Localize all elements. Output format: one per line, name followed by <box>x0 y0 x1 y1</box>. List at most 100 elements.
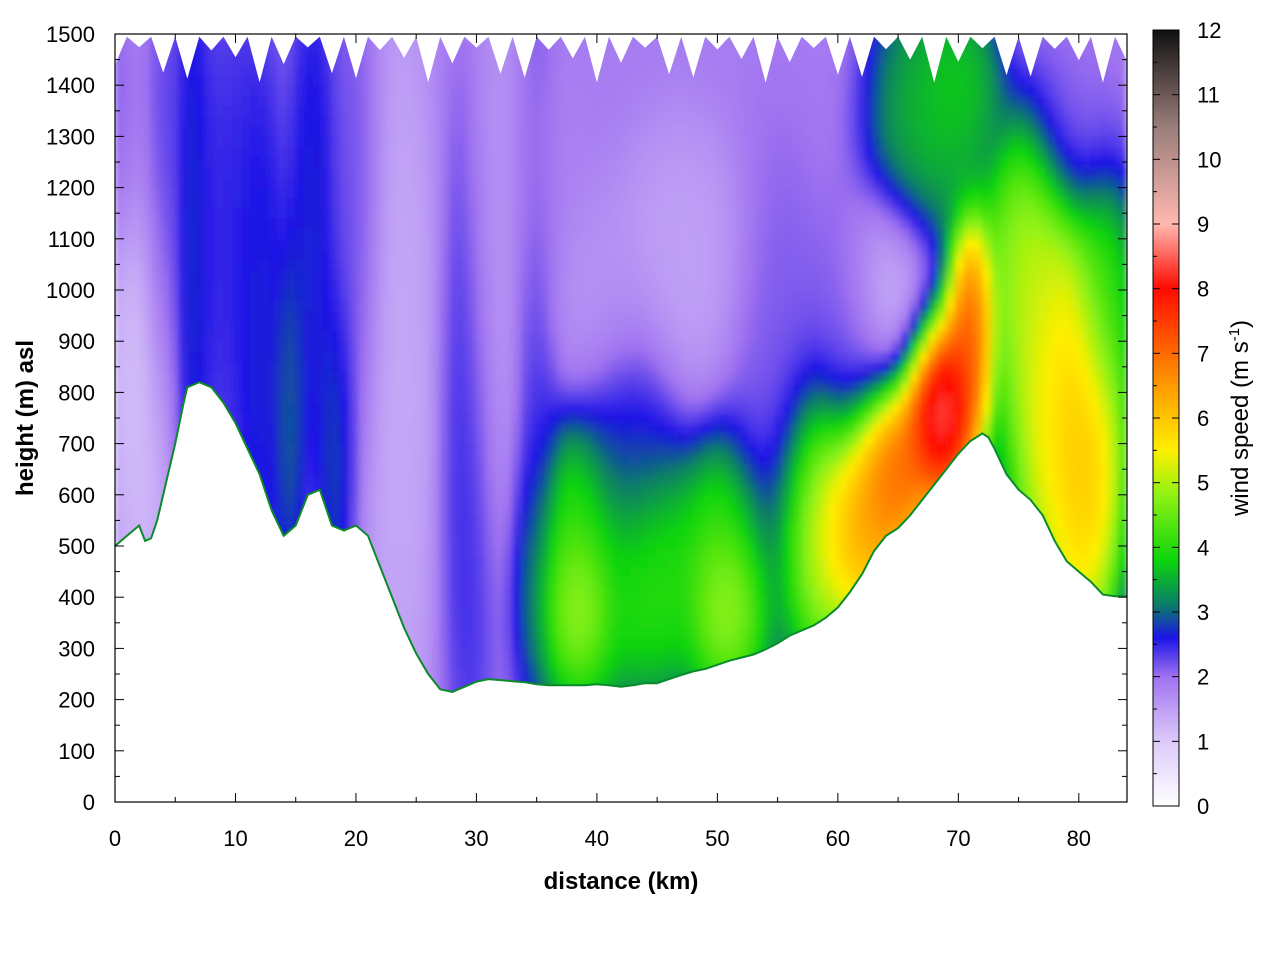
wind-speed-cell <box>358 146 369 158</box>
wind-speed-cell <box>268 330 279 342</box>
wind-speed-cell <box>674 637 685 649</box>
wind-speed-cell <box>403 586 414 598</box>
wind-speed-cell <box>430 176 441 189</box>
wind-speed-cell <box>394 105 405 117</box>
wind-speed-cell <box>304 269 315 281</box>
wind-speed-cell <box>195 217 206 230</box>
wind-speed-cell <box>665 146 676 158</box>
wind-speed-cell <box>204 135 215 148</box>
wind-speed-cell <box>566 453 577 465</box>
wind-speed-cell <box>620 627 631 639</box>
wind-speed-cell <box>656 504 667 516</box>
wind-speed-cell <box>448 647 459 660</box>
wind-speed-cell <box>132 105 143 117</box>
wind-speed-cell <box>521 166 532 178</box>
wind-speed-cell <box>313 187 324 199</box>
wind-speed-cell <box>132 84 143 96</box>
wind-speed-cell <box>584 647 595 660</box>
wind-speed-cell <box>692 320 703 332</box>
wind-speed-cell <box>575 176 586 189</box>
wind-speed-cell <box>674 371 685 383</box>
wind-speed-cell <box>484 606 495 619</box>
wind-speed-cell <box>548 340 559 352</box>
wind-speed-cell <box>566 484 577 496</box>
wind-speed-cell <box>647 606 658 619</box>
wind-speed-cell <box>701 525 712 537</box>
wind-speed-cell <box>150 156 161 168</box>
wind-speed-cell <box>439 258 450 271</box>
wind-speed-cell <box>566 238 577 250</box>
wind-speed-cell <box>349 279 360 291</box>
wind-speed-cell <box>159 432 170 445</box>
wind-speed-cell <box>277 207 288 219</box>
wind-speed-cell <box>268 94 279 107</box>
wind-speed-cell <box>566 473 577 486</box>
wind-speed-cell <box>503 402 514 414</box>
wind-speed-cell <box>295 453 306 465</box>
wind-speed-cell <box>168 115 179 127</box>
wind-speed-cell <box>403 135 414 148</box>
wind-speed-cell <box>195 84 206 96</box>
wind-speed-cell <box>683 371 694 383</box>
wind-speed-cell <box>557 84 568 96</box>
wind-speed-cell <box>241 84 252 96</box>
wind-speed-cell <box>503 187 514 199</box>
wind-speed-cell <box>231 361 242 373</box>
wind-speed-cell <box>150 320 161 332</box>
wind-speed-cell <box>557 340 568 352</box>
wind-speed-cell <box>494 289 505 301</box>
wind-speed-cell <box>566 463 577 475</box>
wind-speed-cell <box>647 269 658 281</box>
wind-speed-cell <box>123 453 134 465</box>
wind-speed-cell <box>629 115 640 127</box>
wind-speed-cell <box>557 269 568 281</box>
wind-speed-cell <box>584 248 595 260</box>
wind-speed-cell <box>566 596 577 608</box>
wind-speed-cell <box>503 74 514 86</box>
wind-speed-cell <box>322 238 333 250</box>
wind-speed-cell <box>430 627 441 639</box>
wind-speed-cell <box>421 279 432 291</box>
wind-speed-cell <box>421 135 432 148</box>
wind-speed-cell <box>494 238 505 250</box>
wind-speed-cell <box>195 238 206 250</box>
wind-speed-cell <box>241 350 252 363</box>
wind-speed-cell <box>494 647 505 660</box>
wind-speed-cell <box>141 105 152 117</box>
wind-speed-cell <box>123 432 134 445</box>
wind-speed-cell <box>439 289 450 301</box>
wind-speed-cell <box>439 105 450 117</box>
wind-speed-cell <box>475 381 486 393</box>
wind-speed-cell <box>295 289 306 301</box>
wind-speed-cell <box>548 432 559 445</box>
wind-speed-cell <box>530 535 541 547</box>
wind-speed-cell <box>358 269 369 281</box>
wind-speed-cell <box>575 361 586 373</box>
wind-speed-cell <box>132 166 143 178</box>
wind-speed-cell <box>132 443 143 455</box>
wind-speed-cell <box>638 361 649 373</box>
wind-speed-cell <box>665 658 676 670</box>
wind-speed-cell <box>521 258 532 271</box>
wind-speed-cell <box>503 525 514 537</box>
wind-speed-cell <box>692 207 703 219</box>
wind-speed-cell <box>168 94 179 107</box>
wind-speed-cell <box>656 125 667 137</box>
wind-speed-cell <box>195 258 206 271</box>
wind-speed-cell <box>430 617 441 629</box>
wind-speed-cell <box>123 484 134 496</box>
wind-speed-cell <box>539 135 550 148</box>
wind-speed-cell <box>367 535 378 547</box>
wind-speed-cell <box>665 576 676 588</box>
wind-speed-cell <box>277 320 288 332</box>
wind-speed-cell <box>448 586 459 598</box>
wind-speed-cell <box>250 340 261 352</box>
wind-speed-cell <box>683 248 694 260</box>
wind-speed-cell <box>367 514 378 527</box>
wind-speed-cell <box>331 187 342 199</box>
wind-speed-cell <box>385 279 396 291</box>
wind-speed-cell <box>503 217 514 230</box>
wind-speed-cell <box>349 330 360 342</box>
wind-speed-cell <box>674 228 685 240</box>
wind-speed-cell <box>403 166 414 178</box>
